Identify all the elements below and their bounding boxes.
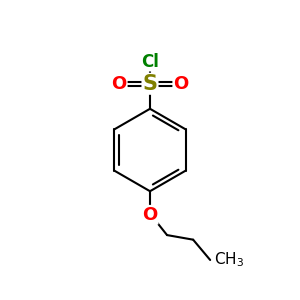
Text: CH$_3$: CH$_3$	[214, 250, 244, 269]
Text: S: S	[142, 74, 158, 94]
Text: O: O	[112, 75, 127, 93]
Text: O: O	[142, 206, 158, 224]
Text: Cl: Cl	[141, 53, 159, 71]
Text: O: O	[173, 75, 188, 93]
